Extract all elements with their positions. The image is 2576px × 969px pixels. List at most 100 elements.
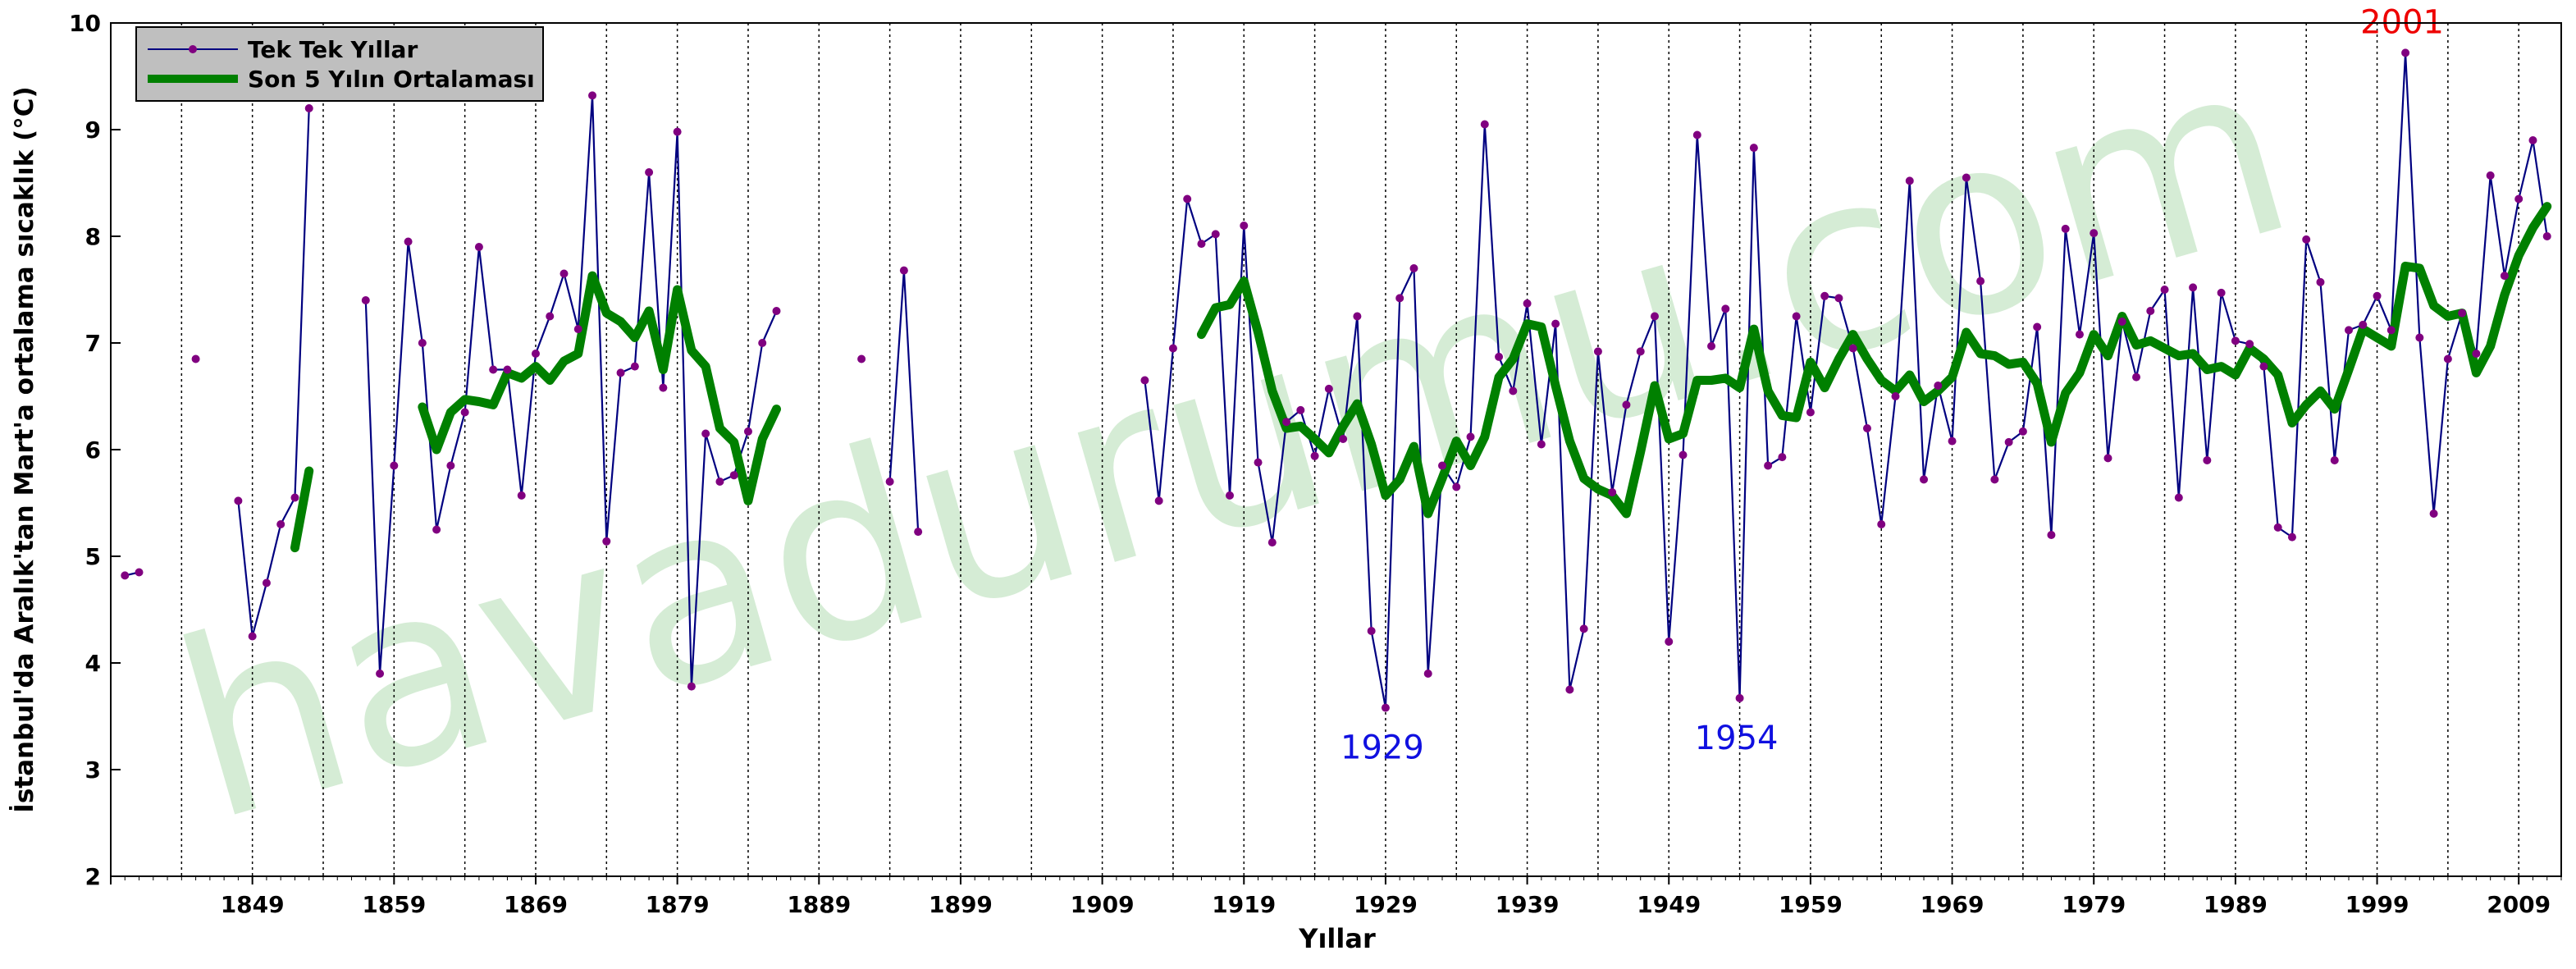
legend-marker-individual-years xyxy=(189,45,197,53)
y-tick-label: 2 xyxy=(85,863,101,890)
individual-year-point xyxy=(135,568,144,577)
individual-year-point xyxy=(588,91,597,100)
individual-year-point xyxy=(2018,427,2027,436)
individual-year-point xyxy=(1877,520,1886,528)
individual-year-point xyxy=(2386,326,2396,335)
individual-year-point xyxy=(1480,120,1489,129)
five-year-average-line xyxy=(418,271,781,505)
individual-year-point xyxy=(404,237,413,246)
x-tick-label: 1959 xyxy=(1779,891,1843,918)
individual-year-point xyxy=(2259,362,2268,371)
individual-year-point xyxy=(1778,453,1787,462)
individual-year-point xyxy=(1154,496,1163,505)
y-tick-label: 10 xyxy=(69,10,101,37)
y-tick-label: 5 xyxy=(85,543,101,570)
individual-year-point xyxy=(1168,344,1177,353)
x-tick-label: 1879 xyxy=(646,891,710,918)
individual-year-point xyxy=(1282,418,1291,427)
individual-year-point xyxy=(1920,475,1929,484)
five-year-average-line xyxy=(290,466,314,553)
y-tick-label: 4 xyxy=(85,650,101,677)
individual-years-line xyxy=(1144,52,2548,709)
individual-year-point xyxy=(1466,432,1475,441)
individual-years-line xyxy=(364,94,778,688)
individual-year-point xyxy=(2075,330,2084,339)
individual-year-point xyxy=(390,461,399,470)
individual-year-point xyxy=(1891,392,1900,400)
individual-year-point xyxy=(1565,685,1574,694)
individual-year-point xyxy=(2302,235,2311,244)
individual-year-point xyxy=(2117,318,2126,326)
individual-year-point xyxy=(2316,277,2325,286)
individual-year-point xyxy=(1579,624,1588,633)
individual-year-point xyxy=(1310,451,1319,460)
individual-year-point xyxy=(2273,523,2282,532)
individual-year-point xyxy=(262,578,271,587)
x-tick-label: 1919 xyxy=(1212,891,1276,918)
individual-year-point xyxy=(701,429,710,438)
individual-year-point xyxy=(304,104,313,112)
x-tick-label: 1989 xyxy=(2204,891,2268,918)
individual-year-point xyxy=(2359,320,2368,329)
individual-year-point xyxy=(1452,482,1461,491)
individual-year-point xyxy=(1551,319,1560,328)
x-tick-label: 1849 xyxy=(221,891,285,918)
individual-year-point xyxy=(1948,437,1957,446)
individual-year-point xyxy=(1679,450,1688,459)
individual-year-point xyxy=(248,632,257,641)
axes-layer: Yıllar İstanbul'da Aralık'tan Mart'a ort… xyxy=(10,10,2562,954)
individual-year-point xyxy=(489,365,498,374)
individual-year-point xyxy=(1665,638,1674,646)
legend-label-individual-years: Tek Tek Yıllar xyxy=(248,36,418,63)
individual-year-point xyxy=(2500,272,2509,281)
individual-year-point xyxy=(2443,354,2452,363)
individual-year-point xyxy=(517,491,526,500)
individual-year-point xyxy=(1495,352,1504,361)
individual-year-point xyxy=(1636,347,1645,356)
y-tick-label: 9 xyxy=(85,117,101,144)
individual-year-point xyxy=(1226,491,1235,500)
individual-year-point xyxy=(1353,312,1362,321)
annotation-label: 1954 xyxy=(1695,720,1779,757)
individual-year-point xyxy=(1820,291,1829,300)
x-tick-label: 1909 xyxy=(1071,891,1135,918)
individual-year-point xyxy=(758,339,767,347)
individual-year-point xyxy=(899,266,908,275)
individual-year-point xyxy=(2160,286,2169,294)
individual-year-point xyxy=(1976,277,1985,286)
individual-year-point xyxy=(446,461,455,470)
legend: Tek Tek Yıllar Son 5 Yılın Ortalaması xyxy=(135,26,544,102)
individual-year-point xyxy=(1267,538,1277,547)
individual-year-point xyxy=(2231,336,2240,345)
individual-year-point xyxy=(1509,386,1518,395)
y-tick-label: 3 xyxy=(85,756,101,784)
individual-year-point xyxy=(1381,703,1390,712)
individual-year-point xyxy=(2472,350,2481,358)
individual-year-point xyxy=(376,670,385,678)
individual-year-point xyxy=(1254,458,1263,467)
individual-year-point xyxy=(2415,333,2424,342)
individual-year-point xyxy=(616,368,625,377)
individual-year-point xyxy=(460,408,469,417)
y-tick-label: 6 xyxy=(85,437,101,464)
individual-year-point xyxy=(2090,229,2099,238)
individual-year-point xyxy=(1622,400,1631,409)
individual-year-point xyxy=(2486,171,2495,180)
individual-year-point xyxy=(1296,405,1305,414)
individual-year-point xyxy=(1197,240,1206,249)
individual-year-point xyxy=(290,493,299,502)
individual-year-point xyxy=(2345,326,2354,335)
individual-year-point xyxy=(673,127,682,136)
individual-year-point xyxy=(1423,670,1432,678)
individual-year-point xyxy=(1650,312,1659,321)
individual-year-point xyxy=(1848,344,1857,353)
individual-year-point xyxy=(2287,532,2296,542)
individual-year-point xyxy=(1211,230,1220,239)
individual-year-point xyxy=(531,350,540,358)
individual-year-point xyxy=(474,243,483,251)
individual-year-point xyxy=(546,312,555,321)
individual-year-point xyxy=(914,528,923,537)
annotation-label: 1929 xyxy=(1341,729,1424,767)
